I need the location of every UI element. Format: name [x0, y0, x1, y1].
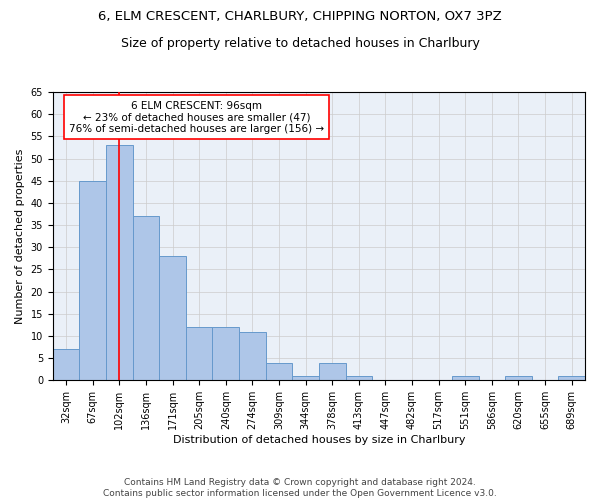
Text: Size of property relative to detached houses in Charlbury: Size of property relative to detached ho…: [121, 38, 479, 51]
Bar: [186, 327, 212, 380]
Bar: [239, 332, 266, 380]
Bar: [319, 362, 346, 380]
Bar: [159, 256, 186, 380]
Text: Contains HM Land Registry data © Crown copyright and database right 2024.
Contai: Contains HM Land Registry data © Crown c…: [103, 478, 497, 498]
Text: 6, ELM CRESCENT, CHARLBURY, CHIPPING NORTON, OX7 3PZ: 6, ELM CRESCENT, CHARLBURY, CHIPPING NOR…: [98, 10, 502, 23]
Y-axis label: Number of detached properties: Number of detached properties: [15, 148, 25, 324]
Bar: [505, 376, 532, 380]
Bar: [292, 376, 319, 380]
X-axis label: Distribution of detached houses by size in Charlbury: Distribution of detached houses by size …: [173, 435, 465, 445]
Text: 6 ELM CRESCENT: 96sqm
← 23% of detached houses are smaller (47)
76% of semi-deta: 6 ELM CRESCENT: 96sqm ← 23% of detached …: [69, 100, 324, 134]
Bar: [266, 362, 292, 380]
Bar: [53, 350, 79, 380]
Bar: [346, 376, 372, 380]
Bar: [212, 327, 239, 380]
Bar: [452, 376, 479, 380]
Bar: [559, 376, 585, 380]
Bar: [79, 180, 106, 380]
Bar: [133, 216, 159, 380]
Bar: [106, 145, 133, 380]
